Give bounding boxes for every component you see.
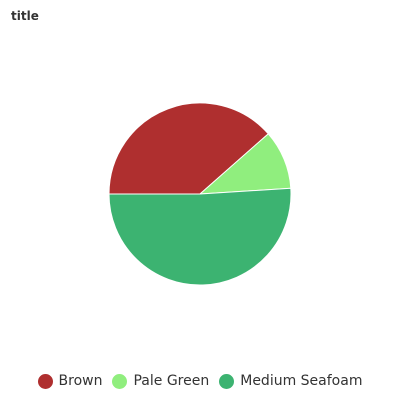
legend-swatch-pale-green — [112, 373, 128, 389]
chart-title: title — [11, 9, 39, 23]
legend-label-pale-green: Pale Green — [133, 373, 210, 389]
pie-slice-medium-seafoam — [108, 187, 292, 286]
legend-swatch-brown — [37, 373, 53, 389]
legend-item-brown: Brown — [37, 373, 103, 389]
legend-label-medium-seafoam: Medium Seafoam — [240, 373, 363, 389]
legend-item-medium-seafoam: Medium Seafoam — [219, 373, 362, 389]
legend-item-pale-green: Pale Green — [112, 373, 209, 389]
pie-chart — [108, 102, 292, 286]
legend: Brown Pale Green Medium Seafoam — [0, 370, 400, 392]
pie-slice-brown — [108, 102, 269, 195]
legend-label-brown: Brown — [58, 373, 103, 389]
legend-swatch-medium-seafoam — [219, 373, 235, 389]
